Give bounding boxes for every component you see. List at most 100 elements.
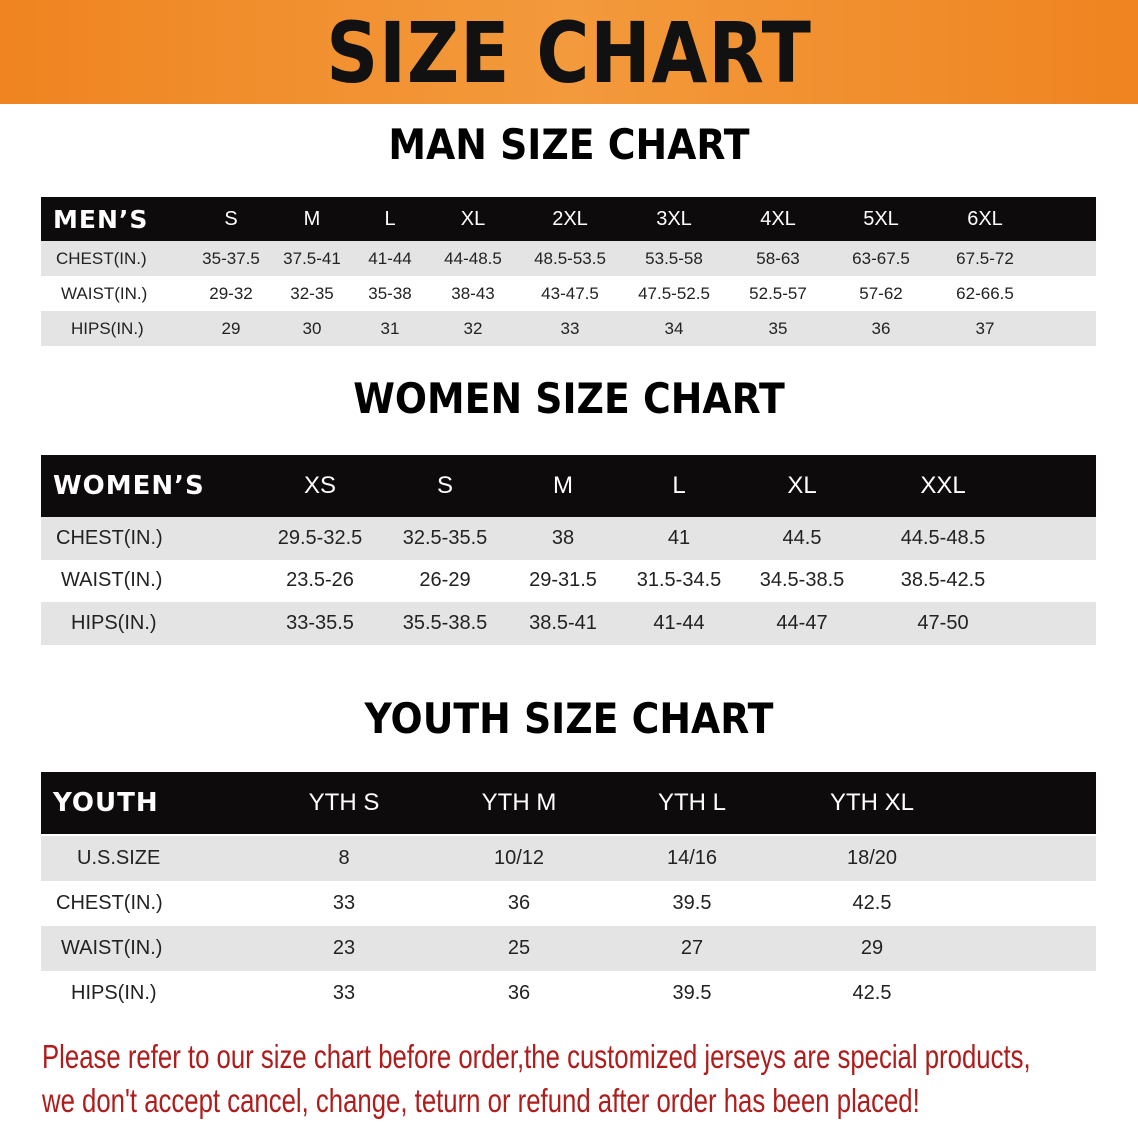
table-cell: 39.5 — [672, 982, 712, 1004]
table-row: HIPS(IN.) 29 30 31 32 33 34 35 36 37 — [41, 311, 1096, 346]
table-cell: 23 — [332, 937, 356, 959]
youth-section-title: YOUTH SIZE CHART — [364, 694, 774, 743]
size-header-xl: XL — [460, 207, 486, 230]
table-cell: 43-47.5 — [541, 283, 599, 303]
table-cell: 23.5-26 — [286, 569, 354, 592]
row-label: CHEST(IN.) — [56, 248, 147, 268]
table-row: WAIST(IN.) 23 25 27 29 — [41, 926, 1096, 971]
youth-header-row: YOUTH YTH S YTH M YTH L YTH XL — [41, 772, 1096, 834]
table-cell: 18/20 — [846, 847, 898, 869]
table-row: CHEST(IN.) 29.5-32.5 32.5-35.5 38 41 44.5 44.5… — [41, 517, 1096, 560]
table-cell: 35-38 — [368, 283, 412, 303]
table-cell: 29 — [221, 318, 241, 338]
table-cell: 35-37.5 — [202, 248, 260, 268]
table-cell: 26-29 — [419, 569, 471, 592]
table-cell: 47-50 — [917, 611, 969, 634]
size-header-xxl: XXL — [920, 472, 966, 499]
table-cell: 37 — [975, 318, 995, 338]
table-cell: 33 — [332, 892, 356, 914]
size-header-xs: XS — [303, 472, 337, 499]
size-header-yth-xl: YTH XL — [829, 789, 915, 816]
row-label: CHEST(IN.) — [56, 892, 163, 914]
table-cell: 29-31.5 — [529, 569, 597, 592]
table-cell: 34 — [664, 318, 684, 338]
size-header-4xl: 4XL — [760, 207, 796, 230]
table-cell: 10/12 — [493, 847, 545, 869]
notice-line-2: we don't accept cancel, change, teturn o… — [42, 1082, 920, 1119]
women-header-row: WOMEN’S XS S M L XL XXL — [41, 455, 1096, 517]
size-header-l: L — [384, 207, 396, 230]
table-cell: 39.5 — [672, 892, 712, 914]
table-cell: 47.5-52.5 — [638, 283, 710, 303]
table-cell: 44.5 — [782, 526, 822, 549]
notice-line-1: Please refer to our size chart before or… — [42, 1038, 1031, 1075]
table-cell: 41-44 — [368, 248, 412, 268]
table-cell: 42.5 — [852, 982, 892, 1004]
men-section-title: MAN SIZE CHART — [388, 120, 750, 169]
row-label: CHEST(IN.) — [56, 526, 163, 549]
table-cell: 52.5-57 — [749, 283, 807, 303]
table-cell: 38.5-41 — [529, 611, 597, 634]
table-cell: 36 — [507, 892, 531, 914]
table-cell: 35 — [768, 318, 788, 338]
size-header-2xl: 2XL — [552, 207, 588, 230]
table-cell: 42.5 — [852, 892, 892, 914]
row-label: WAIST(IN.) — [61, 283, 148, 303]
table-cell: 29.5-32.5 — [277, 526, 363, 549]
table-cell: 48.5-53.5 — [534, 248, 606, 268]
table-cell: 38 — [551, 526, 575, 549]
table-cell: 44.5-48.5 — [900, 526, 986, 549]
table-cell: 34.5-38.5 — [759, 569, 845, 592]
row-label: WAIST(IN.) — [61, 569, 163, 592]
table-cell: 30 — [302, 318, 322, 338]
table-cell: 53.5-58 — [645, 248, 703, 268]
table-cell: 8 — [338, 847, 350, 869]
size-header-5xl: 5XL — [863, 207, 899, 230]
banner-title: SIZE CHART — [326, 4, 812, 102]
table-cell: 29-32 — [209, 283, 253, 303]
table-cell: 44-48.5 — [444, 248, 502, 268]
women-section-title: WOMEN SIZE CHART — [353, 374, 785, 423]
row-label: WAIST(IN.) — [61, 937, 163, 959]
table-cell: 33-35.5 — [286, 611, 354, 634]
table-row: CHEST(IN.) 35-37.5 37.5-41 41-44 44-48.5 48.5… — [41, 241, 1096, 276]
table-row: CHEST(IN.) 33 36 39.5 42.5 — [41, 881, 1096, 926]
table-cell: 58-63 — [756, 248, 800, 268]
row-label: U.S.SIZE — [77, 847, 161, 869]
size-header-s: S — [436, 472, 454, 499]
women-header-label: WOMEN’S — [53, 471, 205, 501]
table-cell: 32-35 — [290, 283, 334, 303]
table-cell: 36 — [507, 982, 531, 1004]
size-header-yth-m: YTH M — [481, 789, 557, 816]
table-cell: 41 — [667, 526, 691, 549]
row-label: HIPS(IN.) — [71, 982, 157, 1004]
size-header-l: L — [672, 472, 686, 499]
size-header-s: S — [224, 207, 238, 230]
table-cell: 36 — [871, 318, 891, 338]
table-row: HIPS(IN.) 33 36 39.5 42.5 — [41, 971, 1096, 1016]
table-row: WAIST(IN.) 23.5-26 26-29 29-31.5 31.5-34.5 34… — [41, 559, 1096, 602]
table-row: HIPS(IN.) 33-35.5 35.5-38.5 38.5-41 41-44 44-… — [41, 602, 1096, 645]
men-header-row: MEN’S S M L XL 2XL 3XL 4XL 5XL 6XL — [41, 197, 1096, 241]
table-cell: 35.5-38.5 — [402, 611, 488, 634]
table-cell: 37.5-41 — [283, 248, 341, 268]
size-header-6xl: 6XL — [967, 207, 1003, 230]
table-cell: 33 — [332, 982, 356, 1004]
table-row: U.S.SIZE 8 10/12 14/16 18/20 — [41, 836, 1096, 881]
table-row: WAIST(IN.) 29-32 32-35 35-38 38-43 43-47.5 47.… — [41, 276, 1096, 311]
table-cell: 29 — [860, 937, 884, 959]
row-label: HIPS(IN.) — [71, 318, 144, 338]
table-cell: 57-62 — [859, 283, 903, 303]
size-header-m: M — [303, 207, 321, 230]
size-header-xl: XL — [787, 472, 817, 499]
table-cell: 33 — [560, 318, 580, 338]
table-cell: 62-66.5 — [956, 283, 1014, 303]
table-cell: 67.5-72 — [956, 248, 1014, 268]
table-cell: 41-44 — [653, 611, 705, 634]
table-cell: 38.5-42.5 — [900, 569, 986, 592]
youth-header-label: YOUTH — [53, 788, 159, 818]
table-cell: 14/16 — [666, 847, 718, 869]
table-cell: 63-67.5 — [852, 248, 910, 268]
size-header-m: M — [553, 472, 573, 499]
size-header-yth-s: YTH S — [308, 789, 380, 816]
